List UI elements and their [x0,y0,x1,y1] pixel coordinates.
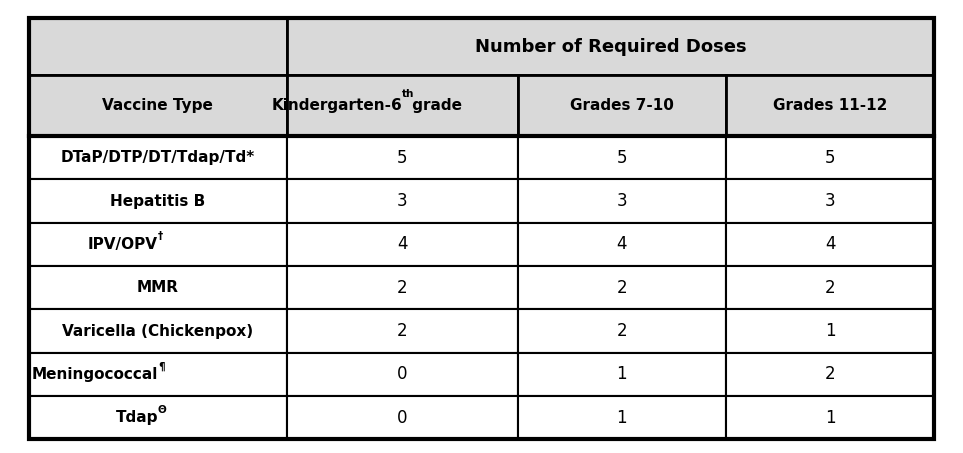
Bar [518,75,726,136]
Bar [29,179,287,223]
Text: 2: 2 [397,279,407,297]
Bar [726,266,934,309]
Bar [518,223,726,266]
Bar [29,18,287,75]
Text: 2: 2 [824,366,835,383]
Bar [726,136,934,179]
Text: Kindergarten-6: Kindergarten-6 [272,98,403,113]
Text: 4: 4 [824,236,835,253]
Text: 2: 2 [824,279,835,297]
Text: IPV/OPV: IPV/OPV [88,237,158,252]
Bar [29,75,287,136]
Bar [518,353,726,396]
Bar [726,223,934,266]
Text: 2: 2 [616,322,627,340]
Bar [726,309,934,353]
Bar [29,223,287,266]
Bar [287,396,518,439]
Text: 5: 5 [397,149,407,167]
Text: Vaccine Type: Vaccine Type [102,98,214,113]
Text: Θ: Θ [158,405,167,414]
Text: 0: 0 [397,366,407,383]
Text: Grades 11-12: Grades 11-12 [773,98,887,113]
Text: 1: 1 [616,366,627,383]
Bar [726,179,934,223]
Bar [518,136,726,179]
Bar [287,136,518,179]
Bar [518,309,726,353]
Bar [287,18,934,75]
Text: 3: 3 [397,192,407,210]
Bar [726,396,934,439]
Text: 4: 4 [616,236,627,253]
Bar [726,353,934,396]
Text: grade: grade [407,98,462,113]
Bar [287,309,518,353]
Text: 2: 2 [616,279,627,297]
Text: 3: 3 [616,192,627,210]
Bar [29,353,287,396]
Bar [29,266,287,309]
Bar [287,353,518,396]
Bar [287,223,518,266]
Text: MMR: MMR [137,280,179,295]
Text: 1: 1 [824,322,835,340]
Bar [518,266,726,309]
Text: Meningococcal: Meningococcal [32,367,158,382]
Text: 2: 2 [397,322,407,340]
Bar [726,75,934,136]
Text: Number of Required Doses: Number of Required Doses [475,38,746,56]
Bar [287,75,518,136]
Bar [29,396,287,439]
Text: 5: 5 [824,149,835,167]
Text: th: th [403,89,415,99]
Bar [29,136,287,179]
Text: Grades 7-10: Grades 7-10 [570,98,674,113]
Text: DTaP/DTP/DT/Tdap/Td*: DTaP/DTP/DT/Tdap/Td* [61,150,255,165]
Text: †: † [158,231,163,241]
Bar [287,266,518,309]
Text: Tdap: Tdap [116,410,158,425]
Text: Varicella (Chickenpox): Varicella (Chickenpox) [63,323,253,338]
Bar [29,309,287,353]
Text: 4: 4 [397,236,407,253]
Bar [518,396,726,439]
Text: 1: 1 [616,409,627,427]
Text: ¶: ¶ [158,361,165,371]
Bar [518,179,726,223]
Text: Hepatitis B: Hepatitis B [110,193,205,208]
Bar [287,179,518,223]
Text: 5: 5 [616,149,627,167]
Text: 0: 0 [397,409,407,427]
Text: 1: 1 [824,409,835,427]
Text: 3: 3 [824,192,835,210]
